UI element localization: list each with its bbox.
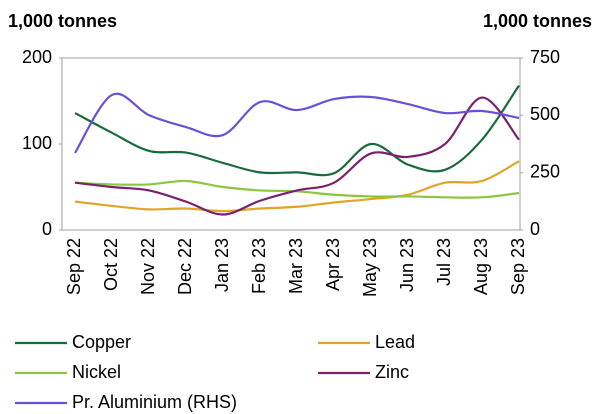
x-tick-label: Aug 23 (471, 238, 491, 295)
series-line (74, 84, 520, 177)
legend-label: Zinc (375, 362, 409, 382)
x-tick-label: Oct 22 (101, 238, 121, 291)
series-line (74, 160, 520, 213)
x-tick-label: Dec 22 (175, 238, 195, 295)
y-axis-label: 1,000 tonnes (8, 11, 117, 31)
y2-axis-label: 1,000 tonnes (483, 11, 592, 31)
x-tick-label: Jun 23 (397, 238, 417, 292)
series-line (74, 96, 520, 216)
x-tick-label: Jan 23 (212, 238, 232, 292)
x-tick-label: May 23 (360, 238, 380, 297)
y2-tick-label: 0 (530, 219, 540, 239)
y2-tick-label: 250 (530, 161, 560, 181)
legend-label: Pr. Aluminium (RHS) (72, 392, 237, 412)
series-line (74, 92, 520, 154)
y-tick-label: 100 (22, 133, 52, 153)
y-tick-label: 0 (42, 219, 52, 239)
x-tick-label: Sep 22 (64, 238, 84, 295)
legend-label: Lead (375, 332, 415, 352)
x-tick-label: Mar 23 (286, 238, 306, 294)
x-tick-label: Sep 23 (508, 238, 528, 295)
legend-label: Nickel (72, 362, 121, 382)
x-tick-label: Jul 23 (434, 238, 454, 286)
legend-label: Copper (72, 332, 131, 352)
y2-tick-label: 750 (530, 47, 560, 67)
x-tick-label: Apr 23 (323, 238, 343, 291)
y-tick-label: 200 (22, 47, 52, 67)
x-tick-label: Nov 22 (138, 238, 158, 295)
y2-tick-label: 500 (530, 104, 560, 124)
x-tick-label: Feb 23 (249, 238, 269, 294)
